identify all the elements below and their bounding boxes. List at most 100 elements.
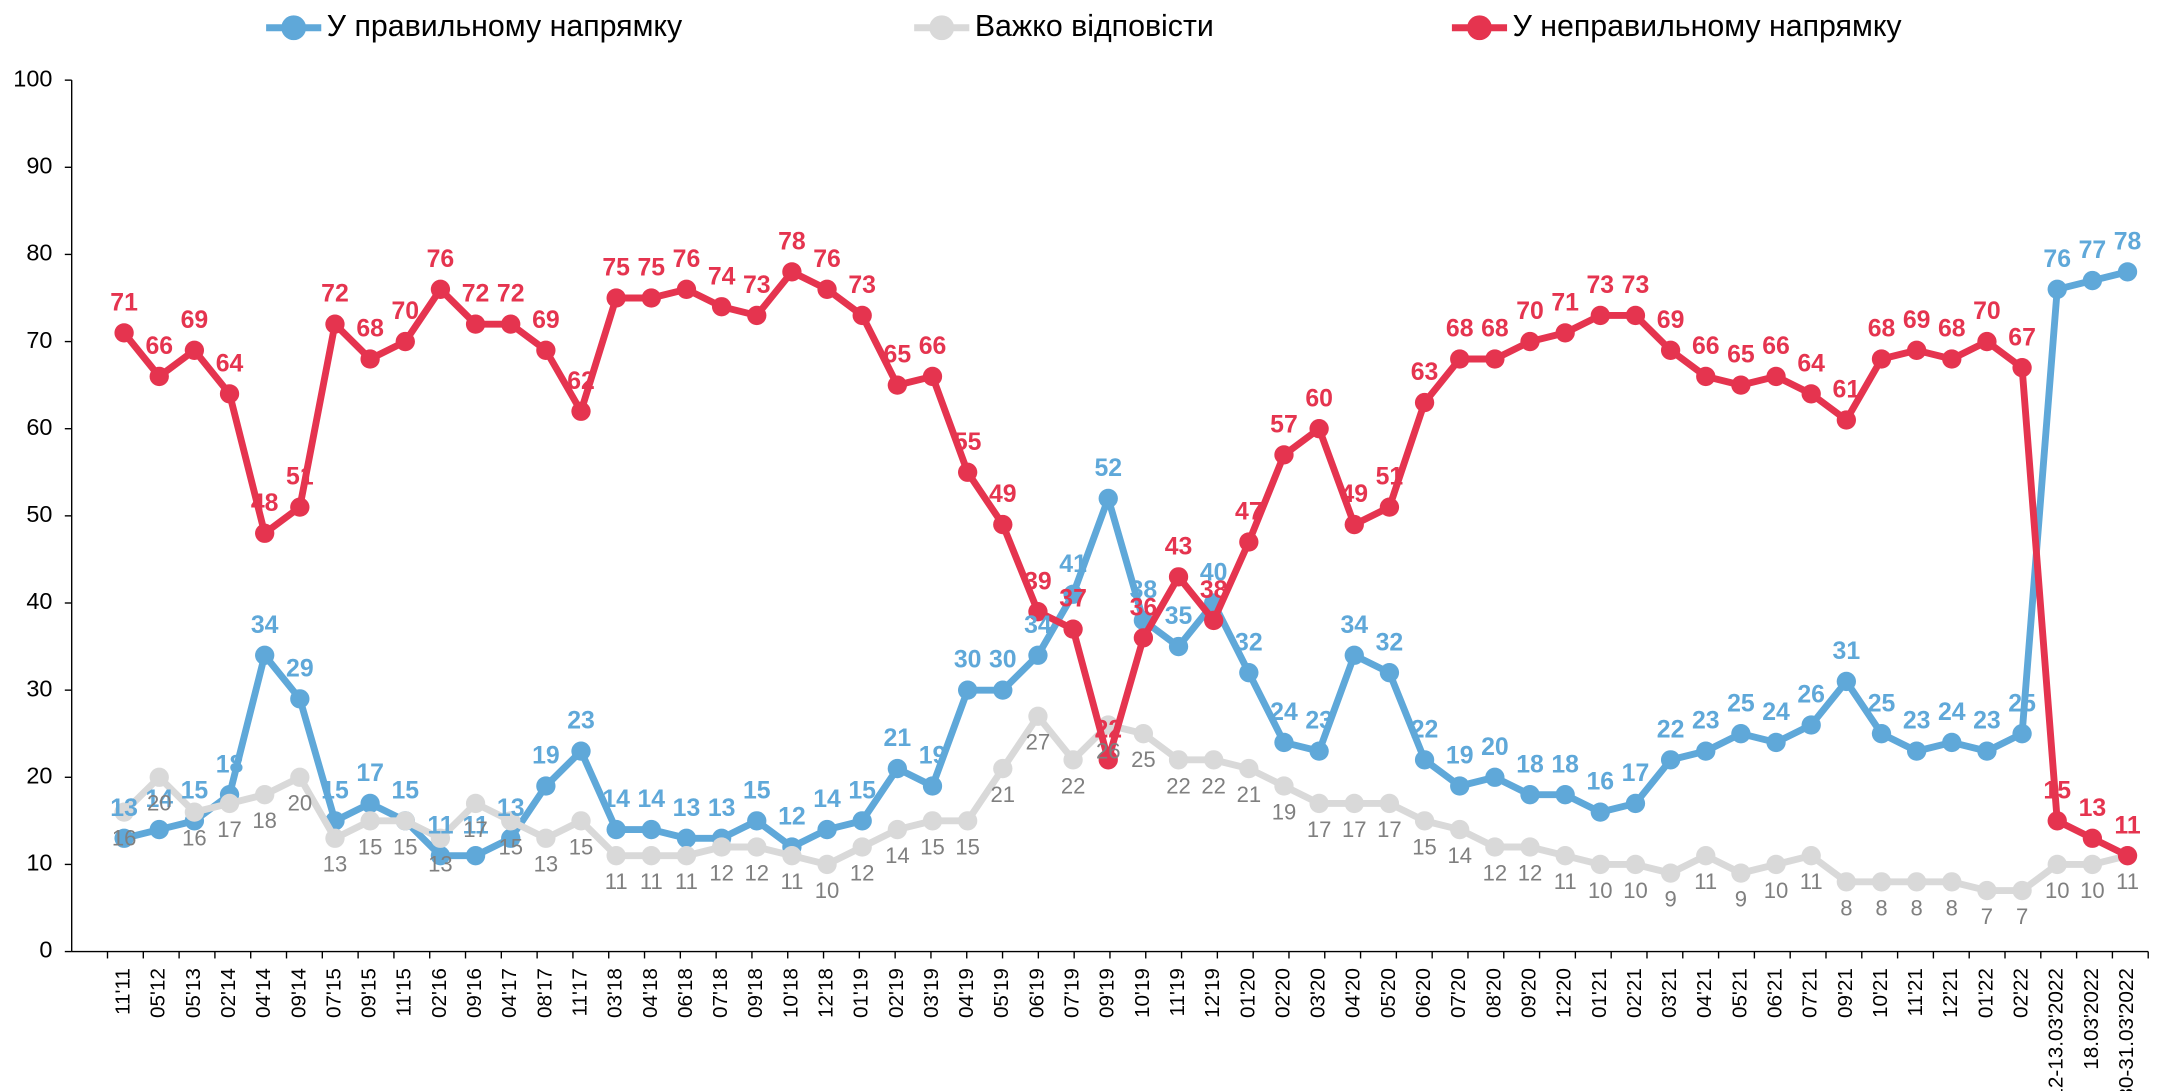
data-label: 72 xyxy=(462,281,490,308)
data-point xyxy=(1906,741,1927,761)
data-point xyxy=(219,793,240,814)
data-label: 8 xyxy=(1911,895,1923,920)
data-point xyxy=(571,741,591,761)
data-label: 39 xyxy=(1024,568,1052,595)
y-tick-label: 60 xyxy=(26,414,52,440)
data-label: 20 xyxy=(1481,734,1509,761)
data-point xyxy=(957,680,978,700)
data-label: 26 xyxy=(1096,738,1121,763)
data-label: 21 xyxy=(1237,782,1262,807)
x-tick-label: 06'19 xyxy=(1025,968,1048,1018)
data-point xyxy=(711,837,732,857)
data-label: 75 xyxy=(638,255,666,282)
data-point xyxy=(1801,715,1821,735)
data-label: 77 xyxy=(2079,237,2107,264)
data-label: 13 xyxy=(497,795,525,822)
data-point xyxy=(1204,610,1224,631)
data-point xyxy=(114,802,134,822)
data-point xyxy=(360,793,380,814)
data-point xyxy=(2047,854,2067,875)
data-label: 76 xyxy=(813,246,841,273)
data-point xyxy=(1168,567,1189,587)
legend-marker xyxy=(929,15,955,41)
data-label: 65 xyxy=(1727,342,1755,369)
data-label: 34 xyxy=(251,612,279,639)
data-label: 12 xyxy=(778,804,806,831)
data-label: 35 xyxy=(1165,603,1193,630)
data-point xyxy=(149,366,169,387)
data-label: 13 xyxy=(428,852,453,877)
data-label: 11 xyxy=(675,869,698,894)
data-label: 68 xyxy=(1938,316,1966,343)
data-label: 10 xyxy=(2080,878,2105,903)
data-point xyxy=(1344,514,1364,535)
data-label: 15 xyxy=(848,777,876,804)
data-point xyxy=(887,375,908,395)
data-label: 9 xyxy=(1735,887,1747,912)
data-point xyxy=(1028,602,1048,622)
data-label: 30 xyxy=(954,647,982,674)
data-point xyxy=(1239,532,1259,552)
data-label: 11 xyxy=(1800,869,1823,894)
data-label: 73 xyxy=(1622,272,1650,299)
data-label: 11 xyxy=(462,812,488,839)
data-point xyxy=(1696,366,1716,387)
data-label: 66 xyxy=(145,333,173,360)
data-label: 60 xyxy=(1305,385,1333,412)
data-point xyxy=(290,767,310,787)
data-point xyxy=(325,314,345,334)
data-point xyxy=(782,846,802,866)
data-label: 15 xyxy=(181,777,209,804)
data-label: 70 xyxy=(391,298,419,325)
data-point xyxy=(2047,279,2067,299)
data-point xyxy=(747,305,767,326)
data-point xyxy=(641,819,661,840)
data-label: 22 xyxy=(1657,716,1685,743)
data-label: 74 xyxy=(708,263,736,290)
data-point xyxy=(1625,305,1646,326)
data-label: 76 xyxy=(673,246,701,273)
data-label: 49 xyxy=(1340,481,1368,508)
data-label: 68 xyxy=(1868,316,1896,343)
data-label: 34 xyxy=(1024,612,1052,639)
data-label: 51 xyxy=(286,464,314,491)
data-point xyxy=(606,846,626,866)
data-label: 23 xyxy=(567,708,595,735)
x-tick-label: 05'13 xyxy=(182,968,205,1018)
data-label: 38 xyxy=(1200,577,1228,604)
data-point xyxy=(1274,732,1294,753)
x-tick-label: 11'21 xyxy=(1904,968,1927,1016)
data-label: 51 xyxy=(1376,464,1404,491)
data-label: 10 xyxy=(1764,878,1789,903)
data-point xyxy=(114,323,134,343)
data-label: 73 xyxy=(1587,272,1615,299)
data-point xyxy=(1731,724,1751,744)
data-point xyxy=(501,828,521,848)
data-point xyxy=(1520,837,1540,857)
data-point xyxy=(676,846,697,866)
data-label: 12 xyxy=(1518,860,1543,885)
x-tick-label: 01'19 xyxy=(850,968,873,1018)
x-tick-label: 07'15 xyxy=(322,968,345,1018)
y-tick-label: 20 xyxy=(26,762,52,788)
data-point xyxy=(1520,331,1540,352)
data-point xyxy=(1063,584,1083,604)
data-label: 22 xyxy=(1061,773,1086,798)
x-tick-label: 12'18 xyxy=(815,968,838,1018)
data-point xyxy=(255,785,275,805)
x-tick-label: 03'20 xyxy=(1307,968,1330,1018)
series-line xyxy=(121,268,2130,859)
data-label: 13 xyxy=(110,795,138,822)
data-point xyxy=(536,340,556,360)
data-point xyxy=(1168,750,1189,770)
data-point xyxy=(817,854,837,875)
data-label: 11 xyxy=(640,869,663,894)
data-label: 17 xyxy=(1307,817,1332,842)
x-tick-label: 03'18 xyxy=(604,968,627,1018)
y-tick-label: 90 xyxy=(26,152,52,178)
x-tick-label: 30-31.03'2022 xyxy=(2115,968,2138,1091)
data-point xyxy=(2012,724,2032,744)
data-label: 10 xyxy=(2045,878,2070,903)
data-point xyxy=(1555,846,1575,866)
data-label: 23 xyxy=(1305,708,1333,735)
